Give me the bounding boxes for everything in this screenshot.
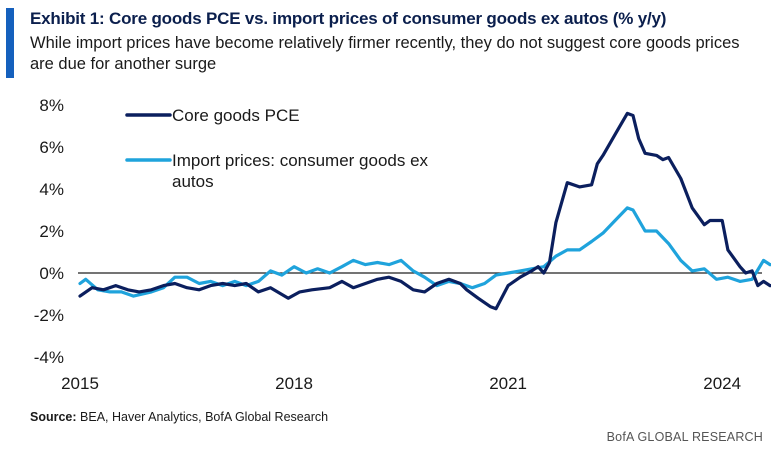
y-tick-label: -4% (34, 348, 64, 367)
series-lines (78, 111, 771, 311)
y-tick-label: 0% (39, 264, 64, 283)
x-tick-label: 2024 (703, 374, 741, 393)
x-tick-label: 2021 (489, 374, 527, 393)
chart-title: Exhibit 1: Core goods PCE vs. import pri… (30, 9, 667, 28)
y-tick-label: 2% (39, 222, 64, 241)
legend-import-prices-label: Import prices: consumer goods ex autos (172, 151, 429, 191)
y-tick-label: 8% (39, 96, 64, 115)
legend-core-goods-label: Core goods PCE (172, 106, 300, 125)
chart-subtitle: While import prices have become relative… (30, 34, 740, 73)
source-label: Source: (30, 410, 77, 424)
x-axis-ticks: 2015 2018 2021 2024 (61, 374, 741, 393)
x-tick-label: 2015 (61, 374, 99, 393)
bofa-watermark: BofA GLOBAL RESEARCH (606, 430, 763, 444)
accent-bar (6, 8, 14, 78)
series-line-core-goods-pce (78, 111, 771, 311)
source-note: Source: BEA, Haver Analytics, BofA Globa… (30, 410, 328, 424)
chart-legend: Core goods PCE Import prices: consumer go… (125, 106, 429, 191)
source-text: BEA, Haver Analytics, BofA Global Resear… (76, 410, 329, 424)
y-tick-label: 4% (39, 180, 64, 199)
series-line-import-prices (78, 206, 771, 298)
y-axis-ticks: 8% 6% 4% 2% 0% -2% -4% (34, 96, 64, 367)
x-tick-label: 2018 (275, 374, 313, 393)
y-tick-label: 6% (39, 138, 64, 157)
y-tick-label: -2% (34, 306, 64, 325)
